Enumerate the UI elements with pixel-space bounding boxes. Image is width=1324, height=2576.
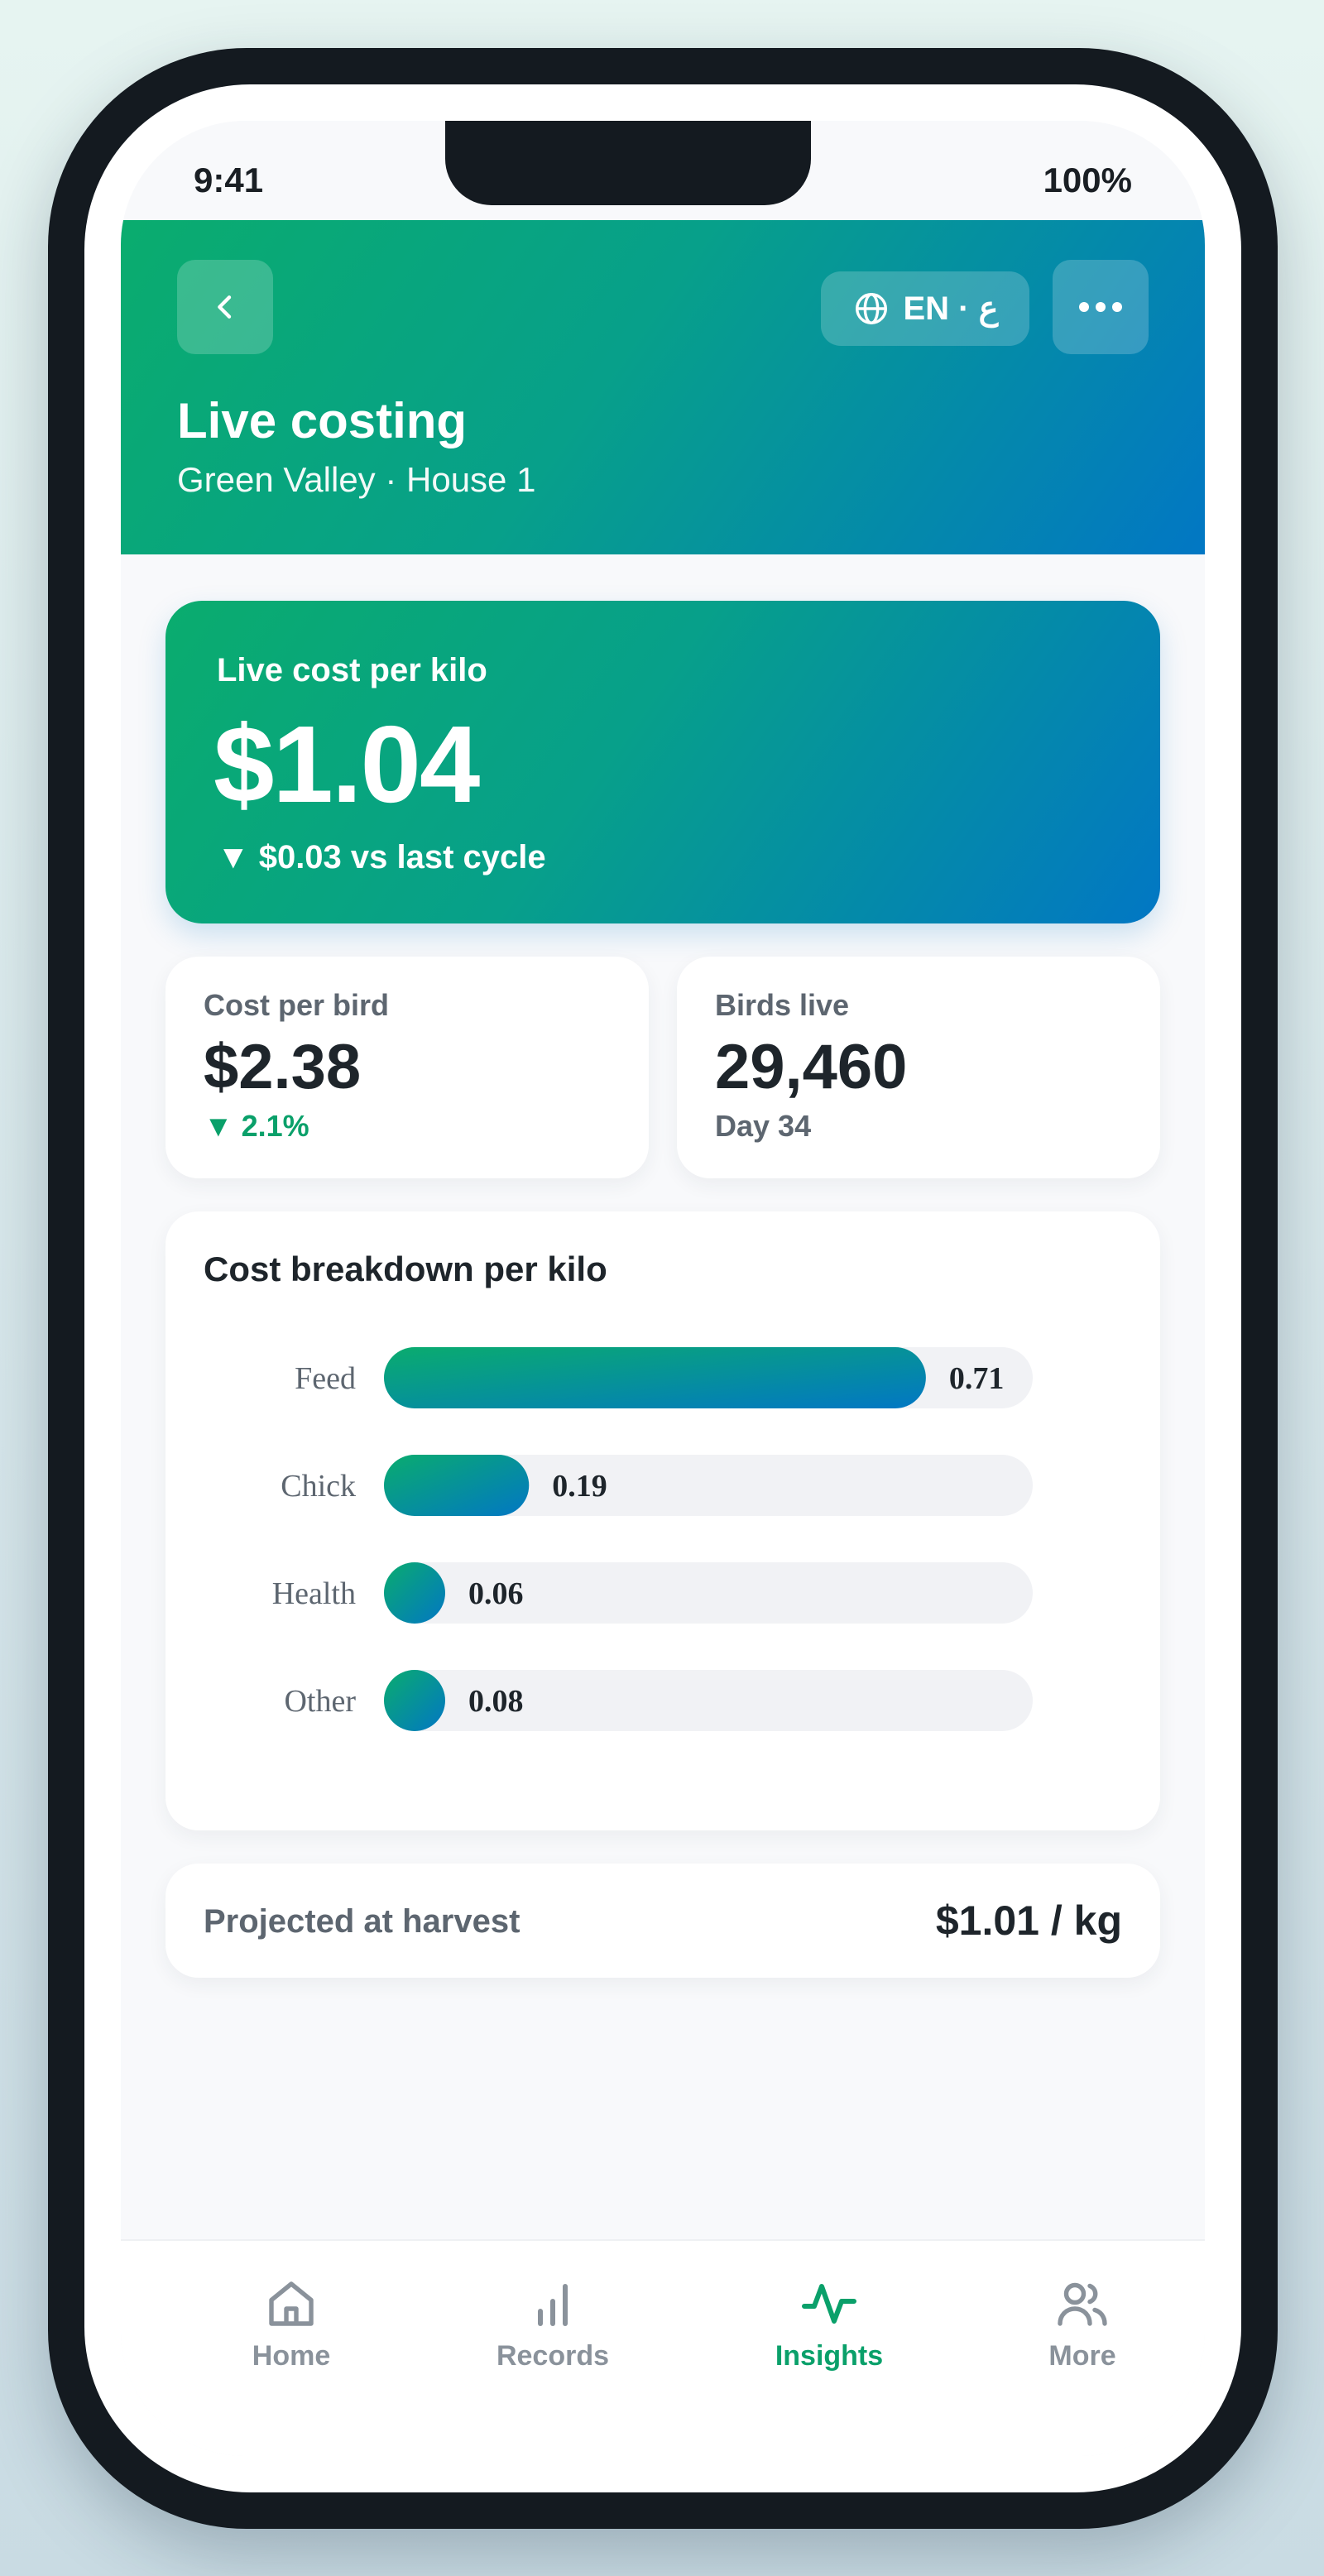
stat-delta: ▼ 2.1%	[204, 1109, 309, 1143]
live-cost-delta: ▼ $0.03 vs last cycle	[217, 839, 546, 875]
bottom-tab-bar: Home Records Insights More	[121, 2239, 1205, 2456]
bar-other	[384, 1670, 445, 1731]
cost-breakdown-card: Cost breakdown per kilo Feed 0.71 Chick 0.1…	[166, 1211, 1160, 1830]
tab-home[interactable]: Home	[192, 2274, 391, 2372]
bar-label-health: Health	[272, 1576, 356, 1611]
bar-track	[384, 1562, 1033, 1624]
bar-chick	[384, 1455, 530, 1516]
status-time: 9:41	[194, 161, 264, 199]
tab-records[interactable]: Records	[453, 2274, 652, 2372]
bar-track	[384, 1670, 1033, 1731]
bar-label-feed: Feed	[295, 1361, 356, 1396]
page-title: Live costing	[177, 393, 468, 449]
tab-label: Insights	[775, 2340, 884, 2372]
cost-per-bird-card: Cost per bird $2.38 ▼ 2.1%	[166, 957, 649, 1178]
users-icon	[1058, 2282, 1107, 2326]
tab-label: More	[1048, 2340, 1116, 2372]
app-header: EN · ع Live costing Green Valley · House…	[121, 220, 1205, 554]
status-bar: 9:41 100%	[121, 121, 1205, 220]
phone-notch	[445, 121, 811, 205]
stat-label: Cost per bird	[204, 988, 390, 1022]
live-cost-label: Live cost per kilo	[217, 652, 487, 688]
language-toggle[interactable]: EN · ع	[821, 271, 1029, 346]
tab-label: Home	[252, 2340, 331, 2372]
tab-more[interactable]: More	[983, 2274, 1182, 2372]
globe-icon	[855, 293, 887, 324]
stat-value: 29,460	[715, 1032, 908, 1102]
live-cost-card: Live cost per kilo $1.04 ▼ $0.03 vs last…	[166, 601, 1160, 923]
bar-label-other: Other	[284, 1684, 356, 1719]
projected-value: $1.01 / kg	[935, 1897, 1122, 1944]
bar-value-health: 0.06	[468, 1576, 524, 1611]
page-subtitle: Green Valley · House 1	[177, 460, 536, 499]
cost-breakdown-chart: Feed 0.71 Chick 0.19 Health 0.06 Other 0.08	[272, 1347, 1033, 1731]
bar-health	[384, 1562, 445, 1624]
projected-label: Projected at harvest	[204, 1903, 520, 1940]
bar-value-feed: 0.71	[949, 1361, 1005, 1396]
phone-bezel: 9:41 100% EN · ع Live costing Green Vall…	[84, 84, 1241, 2492]
phone-frame: 9:41 100% EN · ع Live costing Green Vall…	[48, 48, 1278, 2529]
language-label: EN · ع	[903, 290, 999, 327]
bar-value-other: 0.08	[468, 1684, 524, 1719]
bar-value-chick: 0.19	[552, 1469, 607, 1504]
ellipsis-icon	[1079, 302, 1122, 312]
tab-label: Records	[496, 2340, 610, 2372]
breakdown-title: Cost breakdown per kilo	[204, 1250, 607, 1288]
stat-day: Day 34	[715, 1109, 812, 1143]
more-options-button[interactable]	[1053, 260, 1149, 354]
app-screen: 9:41 100% EN · ع Live costing Green Vall…	[121, 121, 1205, 2456]
home-icon	[269, 2281, 314, 2326]
chevron-left-icon	[218, 295, 232, 319]
tab-insights[interactable]: Insights	[730, 2274, 928, 2372]
bar-feed	[384, 1347, 926, 1408]
status-battery: 100%	[1043, 161, 1132, 199]
live-cost-value: $1.04	[213, 703, 480, 825]
bar-track	[384, 1455, 1033, 1516]
stat-value: $2.38	[204, 1032, 362, 1102]
projected-harvest-card: Projected at harvest $1.01 / kg	[166, 1864, 1160, 1978]
bar-label-chick: Chick	[281, 1469, 356, 1504]
pulse-icon	[802, 2284, 856, 2324]
back-button[interactable]	[177, 260, 273, 354]
birds-live-card: Birds live 29,460 Day 34	[677, 957, 1160, 1178]
stat-label: Birds live	[715, 988, 850, 1022]
bar-chart-icon	[538, 2284, 568, 2326]
